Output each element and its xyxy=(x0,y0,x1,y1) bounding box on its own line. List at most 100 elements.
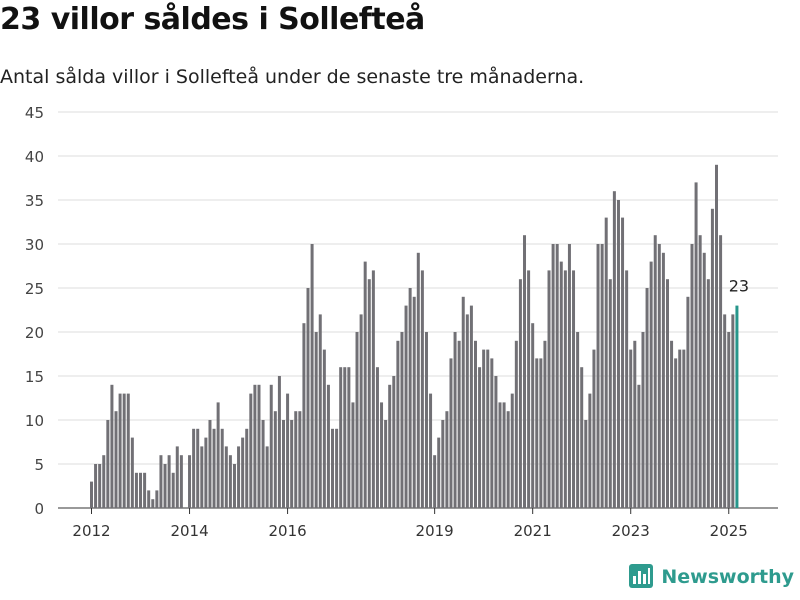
bar xyxy=(473,340,477,508)
bar xyxy=(367,279,371,508)
bar xyxy=(114,411,118,508)
bar xyxy=(102,455,106,508)
bar xyxy=(196,428,200,508)
bar xyxy=(420,270,424,508)
bar xyxy=(588,393,592,508)
bar xyxy=(608,279,612,508)
bar xyxy=(147,490,151,508)
bar xyxy=(465,314,469,508)
y-tick-label: 40 xyxy=(25,148,44,166)
x-tick-label: 2021 xyxy=(514,522,552,540)
bar xyxy=(241,437,245,508)
bar xyxy=(322,349,326,508)
bar xyxy=(437,437,441,508)
bar xyxy=(371,270,375,508)
bar xyxy=(188,455,192,508)
brand-name: Newsworthy xyxy=(661,566,794,588)
bar xyxy=(576,332,580,508)
x-tick-label: 2019 xyxy=(416,522,454,540)
bar xyxy=(625,270,629,508)
bar xyxy=(424,332,428,508)
bar xyxy=(461,296,465,508)
bar xyxy=(494,376,498,508)
bar xyxy=(126,393,130,508)
bar xyxy=(277,376,281,508)
bar xyxy=(682,349,686,508)
bar xyxy=(94,464,98,508)
bar xyxy=(151,499,155,508)
bar xyxy=(535,358,539,508)
bar xyxy=(670,340,674,508)
bar xyxy=(139,472,143,508)
bar xyxy=(286,393,290,508)
bar xyxy=(502,402,506,508)
bar xyxy=(326,384,330,508)
bar xyxy=(408,288,412,508)
bar xyxy=(269,384,273,508)
bar xyxy=(302,323,306,508)
bar xyxy=(175,446,179,508)
y-tick-label: 15 xyxy=(25,368,44,386)
bar xyxy=(665,279,669,508)
bar xyxy=(331,428,335,508)
highlight-value-label: 23 xyxy=(729,277,749,296)
bar xyxy=(106,420,110,508)
bar xyxy=(604,217,608,508)
bar xyxy=(392,376,396,508)
bar xyxy=(416,252,420,508)
bar xyxy=(155,490,159,508)
bar xyxy=(612,191,616,508)
bar xyxy=(343,367,347,508)
bar xyxy=(661,252,665,508)
bar xyxy=(122,393,126,508)
bar xyxy=(449,358,453,508)
bar xyxy=(359,314,363,508)
y-tick-label: 30 xyxy=(25,236,44,254)
bar xyxy=(363,261,367,508)
bar xyxy=(412,296,416,508)
bar xyxy=(584,420,588,508)
y-tick-label: 20 xyxy=(25,324,44,342)
x-tick-label: 2014 xyxy=(170,522,208,540)
bar xyxy=(290,420,294,508)
bar xyxy=(657,244,661,508)
bar xyxy=(518,279,522,508)
bar xyxy=(629,349,633,508)
bar xyxy=(506,411,510,508)
bar xyxy=(727,332,731,508)
bar xyxy=(130,437,134,508)
bar xyxy=(523,235,527,508)
bar xyxy=(273,411,277,508)
y-tick-label: 0 xyxy=(34,500,44,518)
bar xyxy=(404,305,408,508)
y-tick-label: 25 xyxy=(25,280,44,298)
bar xyxy=(653,235,657,508)
bar xyxy=(486,349,490,508)
bar xyxy=(580,367,584,508)
bar xyxy=(621,217,625,508)
bar xyxy=(429,393,433,508)
bar xyxy=(298,411,302,508)
bar xyxy=(224,446,228,508)
bar xyxy=(563,270,567,508)
bar xyxy=(645,288,649,508)
bar xyxy=(396,340,400,508)
bar xyxy=(192,428,196,508)
bar xyxy=(200,446,204,508)
bar xyxy=(596,244,600,508)
x-tick-label: 2023 xyxy=(612,522,650,540)
bars-layer xyxy=(90,164,739,509)
bar xyxy=(686,296,690,508)
bar xyxy=(294,411,298,508)
bar xyxy=(678,349,682,508)
bar xyxy=(543,340,547,508)
y-tick-label: 35 xyxy=(25,192,44,210)
bar xyxy=(445,411,449,508)
bar xyxy=(706,279,710,508)
y-tick-label: 10 xyxy=(25,412,44,430)
bar xyxy=(245,428,249,508)
bar xyxy=(380,402,384,508)
bar xyxy=(649,261,653,508)
bar xyxy=(616,200,620,508)
